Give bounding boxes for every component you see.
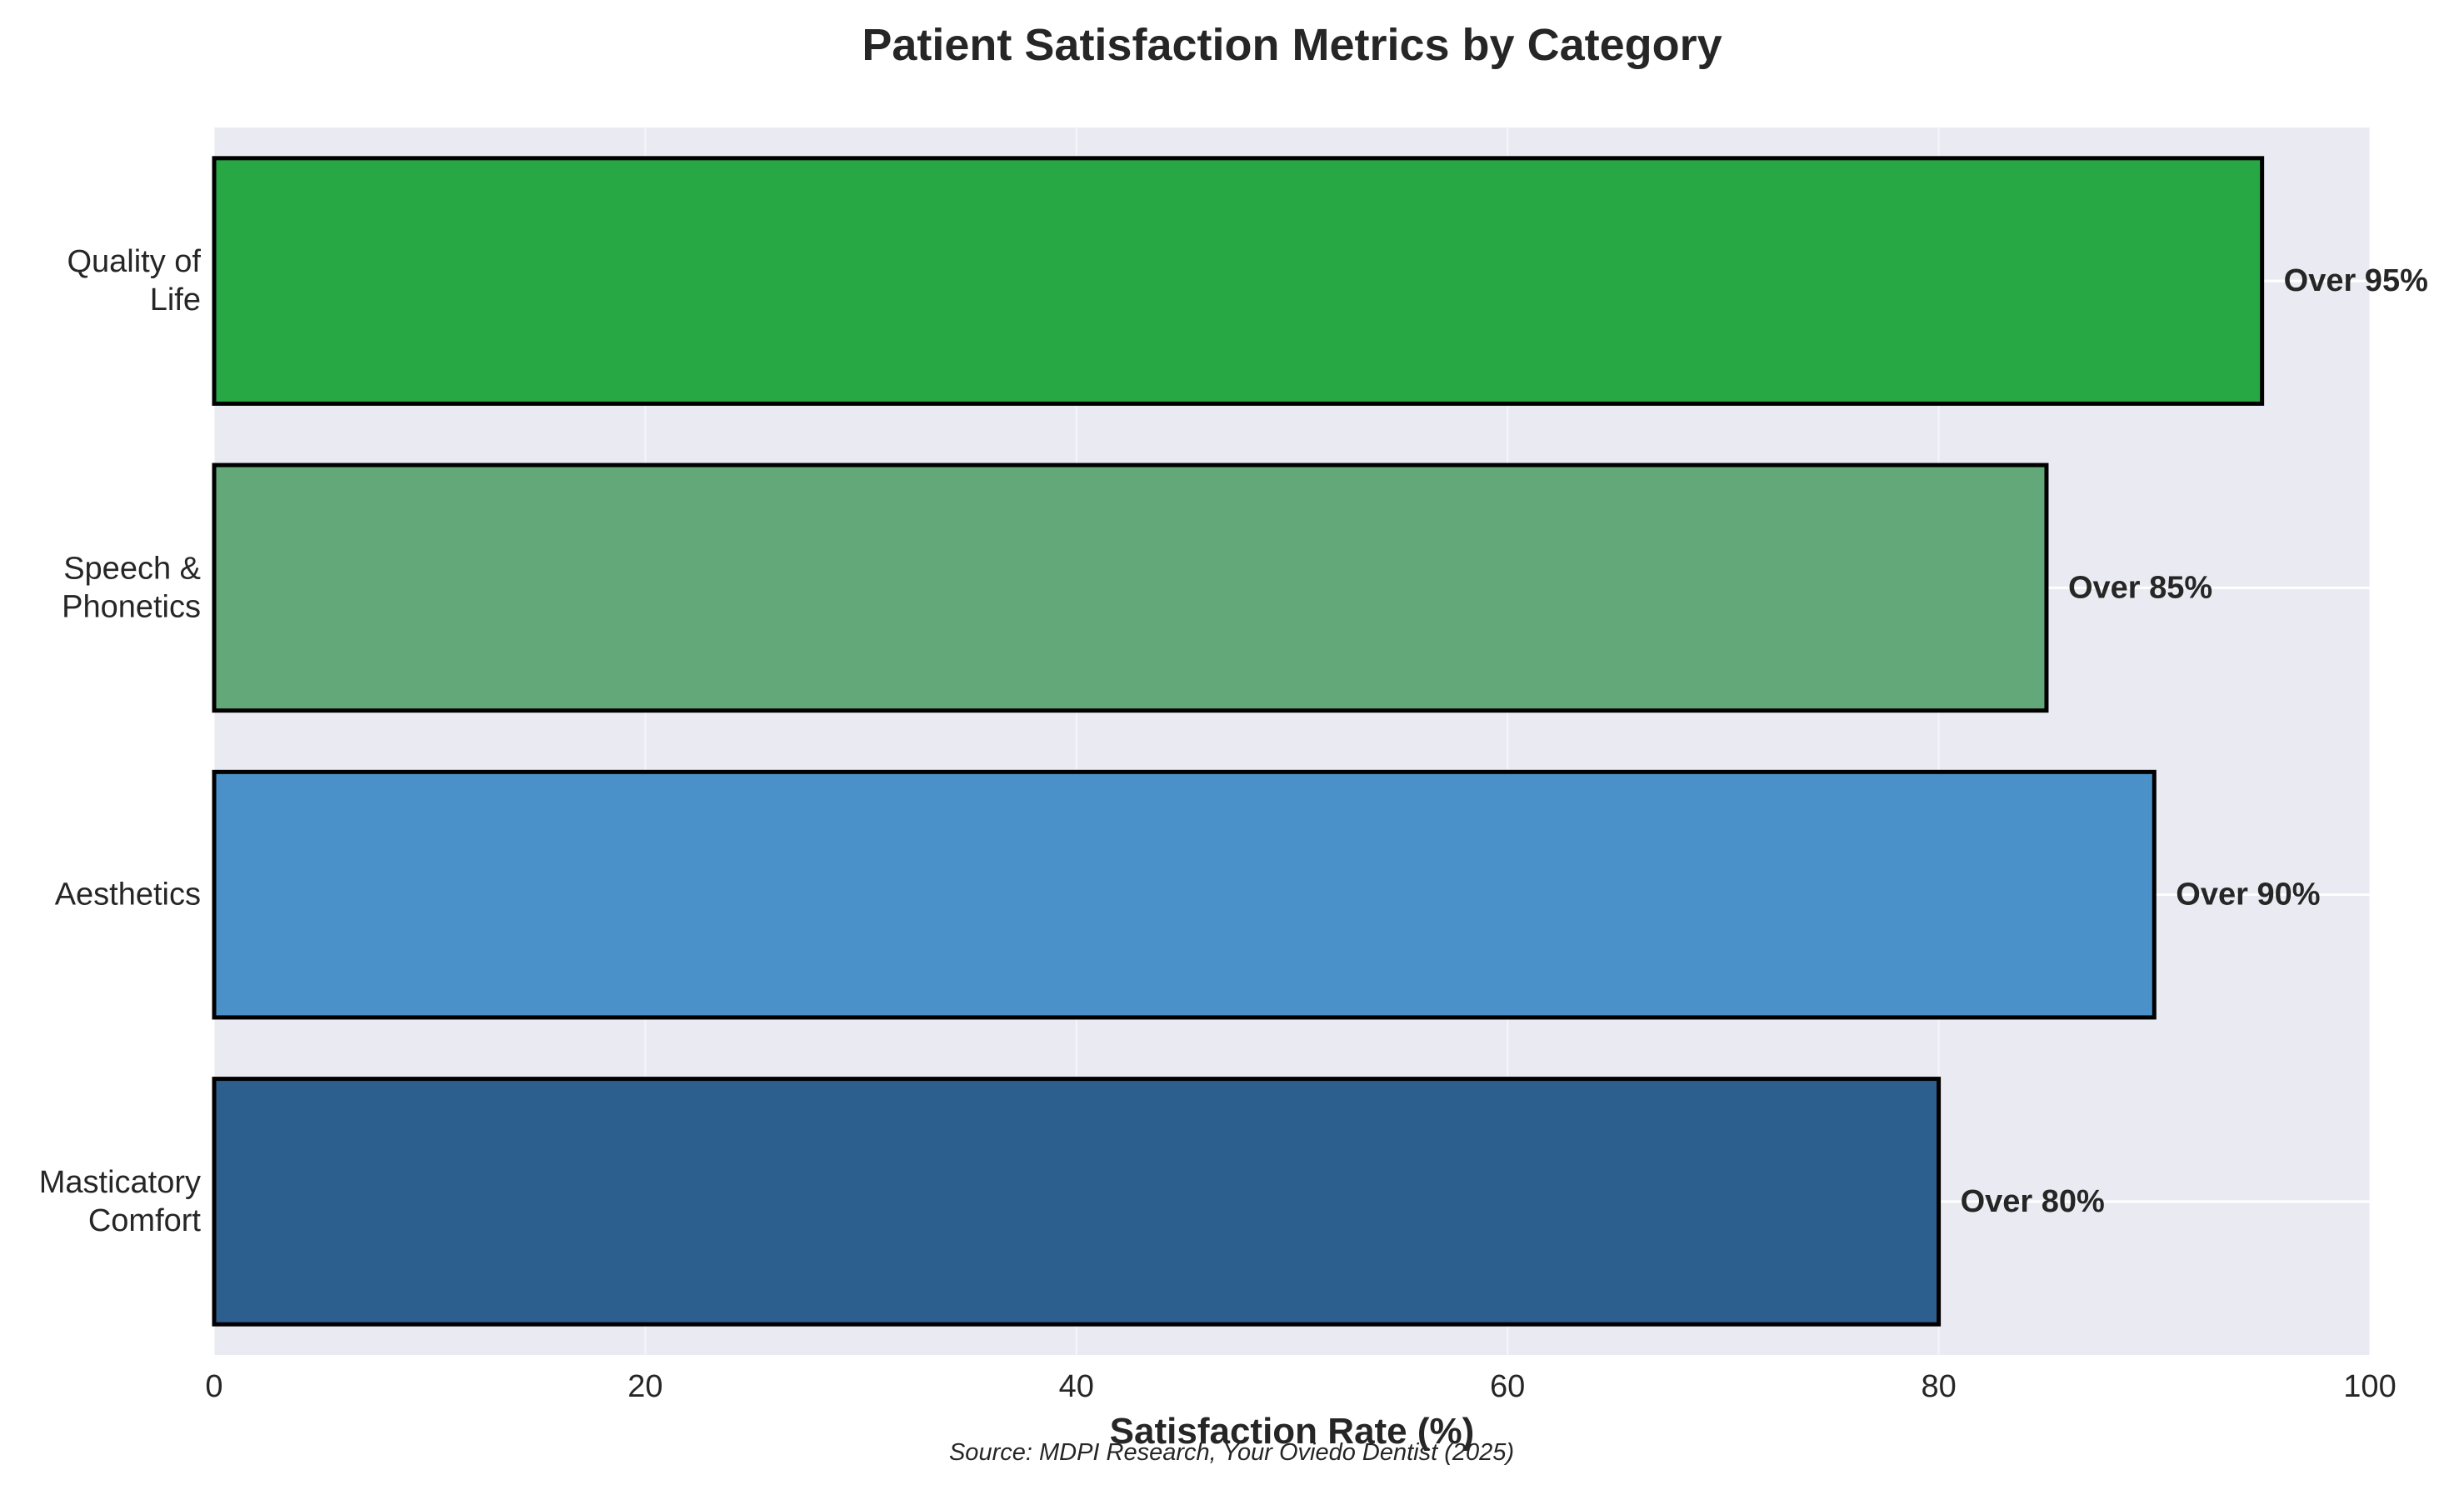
- y-tick-label: Aesthetics: [55, 878, 201, 912]
- x-tick-label: 100: [2343, 1369, 2396, 1404]
- data-label: Over 85%: [2068, 570, 2212, 605]
- data-label: Over 80%: [1961, 1184, 2105, 1219]
- x-tick-label: 60: [1490, 1369, 1525, 1404]
- y-tick-label-line: Phonetics: [62, 589, 201, 624]
- y-tick-label-line: Aesthetics: [55, 878, 201, 912]
- x-axis-label: Satisfaction Rate (%): [1110, 1411, 1475, 1452]
- data-label: Over 90%: [2176, 878, 2320, 912]
- x-axis-ticks: 0 20 40 60 80 100: [205, 1369, 2396, 1404]
- y-tick-label-line: Comfort: [88, 1203, 202, 1238]
- y-tick-label-line: Quality of: [67, 244, 201, 279]
- x-tick-label: 80: [1921, 1369, 1956, 1404]
- y-tick-label: Speech &Phonetics: [62, 551, 201, 624]
- bar-3: [212, 156, 2265, 406]
- chart-title: Patient Satisfaction Metrics by Category: [862, 20, 1722, 70]
- source-note: Source: MDPI Research, Your Oviedo Denti…: [949, 1439, 1514, 1466]
- y-tick-label-line: Masticatory: [39, 1165, 201, 1200]
- x-tick-label: 40: [1059, 1369, 1094, 1404]
- y-tick-label-line: Speech &: [63, 551, 201, 586]
- y-tick-label-line: Life: [150, 282, 201, 318]
- bar-1: [212, 769, 2157, 1020]
- x-tick-label: 20: [627, 1369, 662, 1404]
- x-tick-label: 0: [205, 1369, 222, 1404]
- data-label: Over 95%: [2284, 263, 2428, 298]
- bar-2: [212, 462, 2049, 713]
- bars: Over 80% Over 90% Over 85% Over 95%: [212, 156, 2428, 1327]
- bar-0: [212, 1077, 1942, 1327]
